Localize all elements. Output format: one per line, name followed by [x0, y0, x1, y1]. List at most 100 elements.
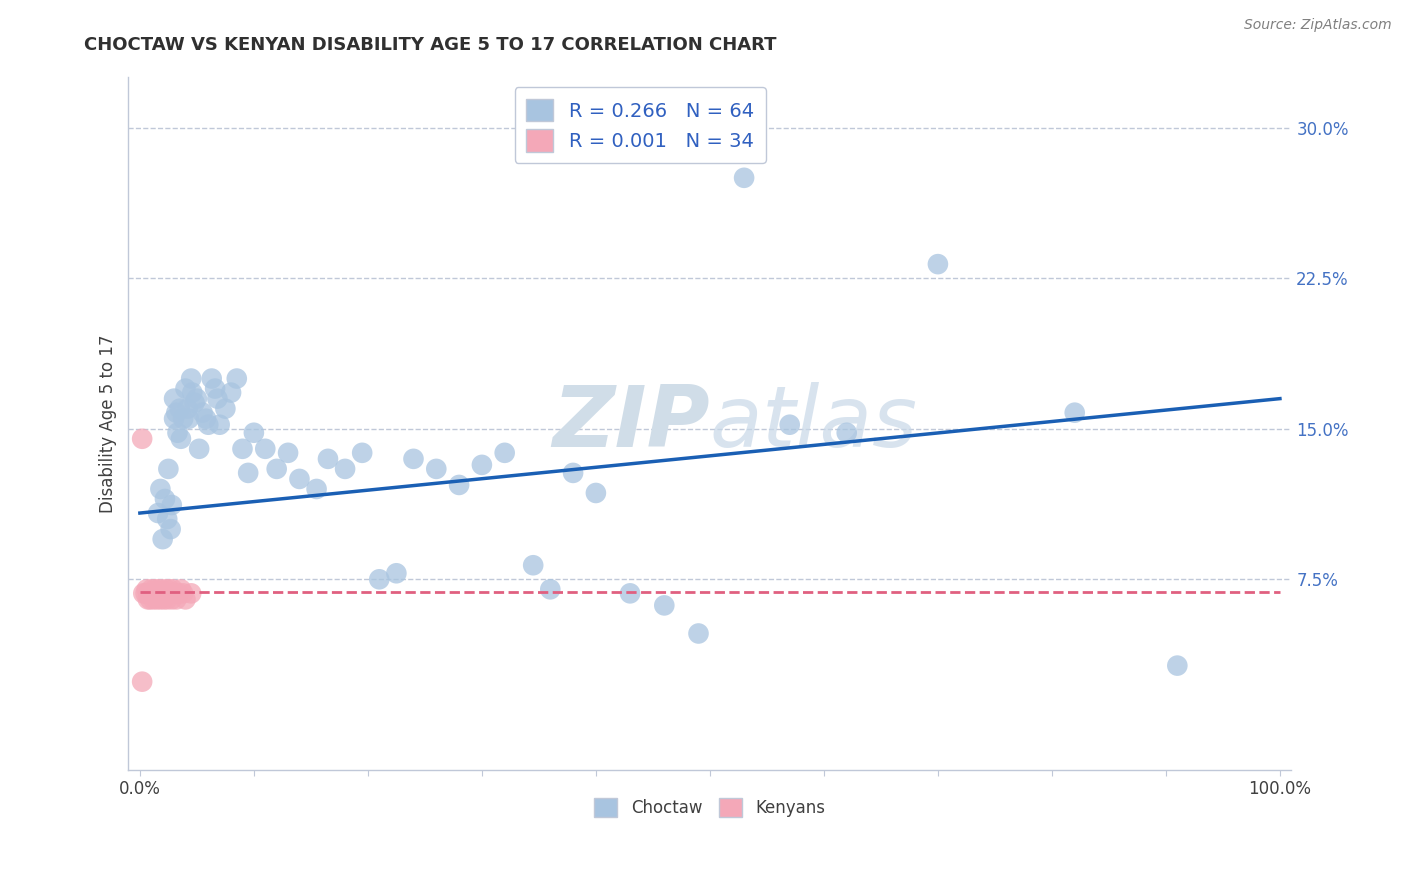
Point [135, 582, 157, 597]
Point [779, 417, 801, 432]
Point [135, 586, 157, 600]
Point [159, 582, 181, 597]
Point [174, 592, 197, 607]
Point [172, 411, 194, 425]
Point [166, 425, 188, 440]
Point [385, 566, 408, 581]
Point [201, 371, 224, 385]
Point [927, 257, 949, 271]
Point [159, 522, 181, 536]
Point [1166, 658, 1188, 673]
Point [585, 486, 607, 500]
Point [141, 582, 163, 597]
Point [148, 586, 170, 600]
Text: Source: ZipAtlas.com: Source: ZipAtlas.com [1244, 18, 1392, 32]
Point [402, 451, 425, 466]
Point [652, 599, 675, 613]
Point [172, 586, 194, 600]
Point [180, 586, 202, 600]
Point [157, 586, 180, 600]
Point [688, 626, 710, 640]
Point [150, 582, 173, 597]
Point [156, 512, 179, 526]
Point [208, 417, 231, 432]
Point [170, 582, 193, 597]
Text: CHOCTAW VS KENYAN DISABILITY AGE 5 TO 17 CORRELATION CHART: CHOCTAW VS KENYAN DISABILITY AGE 5 TO 17… [84, 36, 778, 54]
Point [254, 442, 277, 456]
Point [174, 382, 197, 396]
Point [153, 491, 176, 506]
Point [153, 592, 176, 607]
Point [160, 498, 183, 512]
Point [152, 586, 174, 600]
Point [146, 592, 169, 607]
Point [538, 582, 561, 597]
Point [449, 478, 471, 492]
Point [835, 425, 858, 440]
Point [733, 170, 755, 185]
Point [183, 395, 205, 409]
Point [159, 586, 181, 600]
Point [195, 411, 218, 425]
Point [277, 446, 299, 460]
Point [149, 482, 172, 496]
Text: atlas: atlas [710, 382, 918, 466]
Point [177, 411, 200, 425]
Point [368, 572, 391, 586]
Point [153, 586, 176, 600]
Point [141, 586, 163, 600]
Point [494, 446, 516, 460]
Point [163, 411, 186, 425]
Point [136, 592, 159, 607]
Point [562, 466, 585, 480]
Point [169, 401, 191, 416]
Point [163, 586, 186, 600]
Point [352, 446, 374, 460]
Point [181, 385, 204, 400]
Point [191, 406, 214, 420]
Point [162, 582, 184, 597]
Point [165, 406, 187, 420]
Point [146, 582, 169, 597]
Point [619, 586, 641, 600]
Point [155, 582, 177, 597]
Point [288, 472, 311, 486]
Point [146, 506, 169, 520]
Point [139, 592, 162, 607]
Text: ZIP: ZIP [553, 382, 710, 466]
Point [425, 462, 447, 476]
Point [1063, 406, 1085, 420]
Point [142, 592, 165, 607]
Point [149, 592, 172, 607]
Point [177, 401, 200, 416]
Point [157, 462, 180, 476]
Point [143, 582, 166, 597]
Point [522, 558, 544, 573]
Point [471, 458, 494, 472]
Point [170, 432, 193, 446]
Y-axis label: Disability Age 5 to 17: Disability Age 5 to 17 [100, 334, 117, 513]
Point [131, 674, 153, 689]
Point [243, 425, 266, 440]
Point [165, 592, 187, 607]
Point [138, 586, 160, 600]
Point [156, 592, 179, 607]
Point [238, 466, 260, 480]
Point [131, 432, 153, 446]
Point [180, 371, 202, 385]
Point [219, 385, 242, 400]
Point [204, 382, 226, 396]
Point [231, 442, 253, 456]
Point [152, 532, 174, 546]
Point [163, 392, 186, 406]
Point [207, 392, 229, 406]
Point [333, 462, 356, 476]
Point [316, 451, 339, 466]
Point [266, 462, 288, 476]
Point [167, 586, 190, 600]
Point [225, 371, 247, 385]
Point [305, 482, 328, 496]
Point [132, 586, 155, 600]
Point [188, 442, 211, 456]
Point [186, 392, 208, 406]
